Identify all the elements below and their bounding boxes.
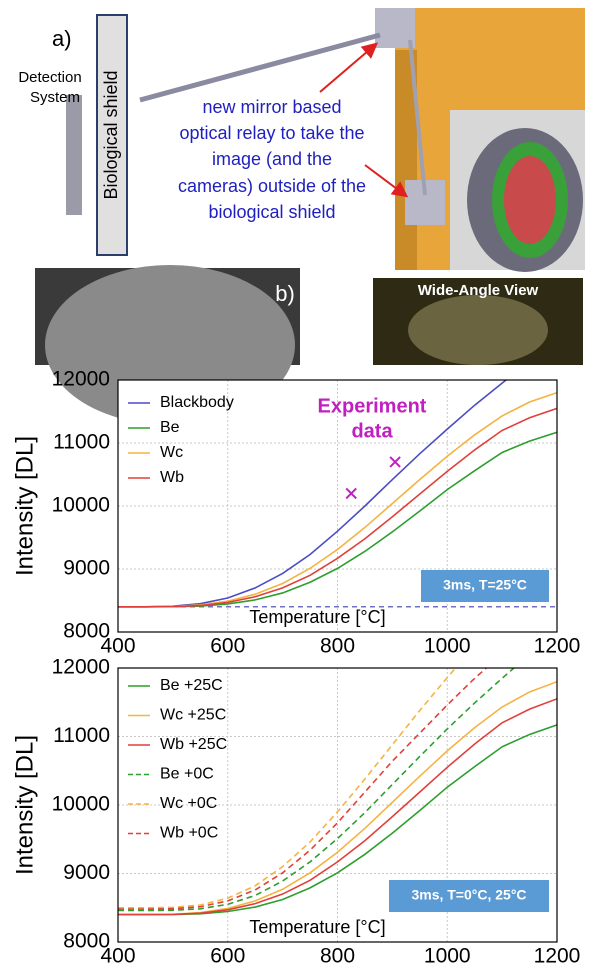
legend-label: Wb +25C: [160, 736, 227, 753]
shield-label: Biological shield: [101, 70, 121, 199]
arrow: [320, 45, 375, 92]
badge-label: 3ms, T=25°C: [443, 577, 527, 593]
y-tick-label: 10000: [52, 793, 110, 816]
y-tick-label: 9000: [63, 557, 110, 580]
vessel-core: [504, 156, 556, 244]
relay-text: new mirror based: [202, 97, 341, 117]
x-tick-label: 1200: [534, 635, 581, 658]
detection-label: System: [30, 89, 80, 106]
panel-label: b): [275, 281, 295, 306]
legend-label: Be +25C: [160, 677, 223, 694]
legend-label: Be +0C: [160, 766, 214, 783]
y-axis-label: Intensity [DL]: [11, 436, 38, 576]
badge-label: 3ms, T=0°C, 25°C: [411, 887, 526, 903]
x-tick-label: 600: [210, 945, 245, 968]
photo-wide-view: [408, 295, 548, 365]
legend-label: Wb +0C: [160, 825, 218, 842]
y-tick-label: 12000: [52, 368, 110, 391]
y-tick-label: 11000: [53, 724, 110, 747]
relay-text: image (and the: [212, 149, 332, 169]
x-tick-label: 1000: [424, 635, 471, 658]
x-tick-label: 1200: [534, 945, 581, 968]
y-tick-label: 12000: [52, 656, 110, 679]
y-tick-label: 11000: [53, 431, 110, 454]
legend-label: Wc +25C: [160, 707, 226, 724]
x-tick-label: 400: [100, 635, 135, 658]
x-tick-label: 600: [210, 635, 245, 658]
detection-label: Detection: [18, 69, 81, 86]
legend-label: Wc +0C: [160, 795, 217, 812]
x-tick-label: 800: [320, 635, 355, 658]
relay-text: biological shield: [208, 202, 335, 222]
panel-label: a): [52, 26, 72, 51]
y-tick-label: 10000: [52, 494, 110, 517]
legend-label: Wb: [160, 469, 184, 486]
x-axis-label: Temperature [°C]: [249, 917, 385, 937]
x-axis-label: Temperature [°C]: [249, 607, 385, 627]
photo-title: Wide-Angle View: [418, 282, 539, 299]
x-tick-label: 1000: [424, 945, 471, 968]
y-tick-label: 9000: [63, 861, 110, 884]
x-tick-label: 800: [320, 945, 355, 968]
diagram: a) Detection System Biological shield ne…: [18, 8, 585, 425]
legend-label: Wc: [160, 444, 183, 461]
annotation: Experiment: [318, 395, 427, 417]
detection-system: [66, 95, 82, 215]
annotation: data: [351, 420, 393, 442]
relay-text: optical relay to take the: [179, 123, 364, 143]
x-tick-label: 400: [100, 945, 135, 968]
y-axis-label: Intensity [DL]: [11, 735, 38, 875]
legend-label: Be: [160, 419, 180, 436]
legend-label: Blackbody: [160, 394, 234, 411]
beam-tube: [140, 35, 380, 100]
figure: a) Detection System Biological shield ne…: [0, 0, 591, 972]
relay-text: cameras) outside of the: [178, 176, 366, 196]
